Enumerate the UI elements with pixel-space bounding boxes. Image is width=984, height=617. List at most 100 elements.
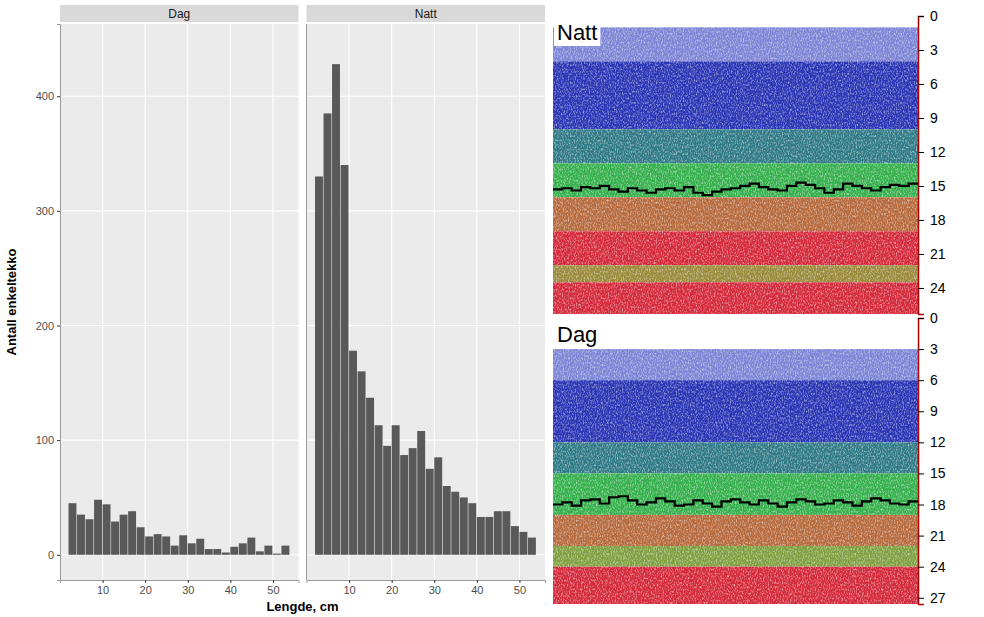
tick-mark (57, 326, 60, 327)
bar (256, 551, 264, 554)
tick: 12 (918, 144, 946, 160)
bar (502, 511, 510, 555)
tick-label: 3 (930, 341, 938, 357)
tick-label: 24 (930, 559, 946, 575)
facet-strip (307, 5, 546, 22)
tick-mark (918, 254, 924, 255)
tick-label: 20 (386, 584, 398, 596)
bar (247, 538, 255, 555)
tick-label: 30 (429, 584, 441, 596)
tick-label: 50 (514, 584, 526, 596)
tick-label: 100 (36, 434, 54, 446)
bar (417, 431, 425, 555)
tick: 10 (97, 580, 109, 596)
bar (349, 351, 357, 555)
tick-mark (188, 580, 189, 583)
axis-line (306, 24, 307, 580)
tick: 0 (918, 8, 938, 24)
bar (332, 64, 340, 555)
tick-mark (918, 288, 924, 289)
bar (366, 398, 374, 555)
bar (281, 546, 289, 555)
tick: 300 (36, 205, 60, 217)
bar (69, 503, 77, 555)
grid-line (60, 325, 299, 326)
bar (205, 549, 213, 555)
tick-label: 9 (930, 403, 938, 419)
tick: 18 (918, 497, 946, 513)
bar (162, 536, 170, 554)
bar (324, 113, 332, 554)
bar (120, 515, 128, 555)
tick: 100 (36, 434, 60, 446)
grid (60, 24, 299, 580)
bar (222, 552, 230, 554)
tick-mark (918, 50, 924, 51)
grid-line (102, 24, 103, 580)
tick-mark (57, 96, 60, 97)
tick-mark (477, 580, 478, 583)
bar (196, 539, 204, 555)
tick-mark (918, 473, 924, 474)
tick: 0 (48, 549, 60, 561)
x-axis-title: Lengde, cm (266, 599, 338, 614)
bar (86, 519, 94, 555)
tick-label: 40 (225, 584, 237, 596)
grid-line (60, 440, 299, 441)
grid-line (476, 24, 477, 580)
bars (315, 64, 536, 555)
axis: 03691215182124 (918, 8, 946, 315)
bar (230, 547, 238, 555)
tick-mark (918, 220, 924, 221)
tick-mark (57, 555, 60, 556)
tick-mark (392, 580, 393, 583)
bar (511, 526, 519, 555)
axis-line (57, 25, 61, 581)
axis-line (61, 581, 300, 584)
bar (111, 522, 119, 555)
bar (213, 549, 221, 555)
grid-line (307, 96, 546, 97)
tick-label: 6 (930, 76, 938, 92)
tick-mark (145, 580, 146, 583)
tick: 9 (918, 403, 938, 419)
tick: 12 (918, 434, 946, 450)
bar (358, 371, 366, 554)
tick-mark (434, 580, 435, 583)
tick-label: 50 (267, 584, 279, 596)
tick: 30 (182, 580, 194, 596)
axis: 1020304050 (61, 580, 300, 596)
tick-label: 18 (930, 497, 946, 513)
tick: 40 (471, 580, 483, 596)
bar (477, 517, 485, 555)
tick-label: 30 (182, 584, 194, 596)
tick-mark (918, 411, 924, 412)
tick: 10 (343, 580, 355, 596)
tick: 9 (918, 110, 938, 126)
bar (519, 532, 527, 555)
echogram (553, 16, 918, 314)
tick-label: 18 (930, 212, 946, 228)
grid-line (519, 24, 520, 580)
bar (494, 511, 502, 555)
bar (426, 469, 434, 555)
tick: 24 (918, 559, 946, 575)
tick: 200 (36, 320, 60, 332)
panel-background (307, 24, 546, 580)
tick-mark (519, 580, 520, 583)
tick-label: 300 (36, 205, 54, 217)
tick-mark (57, 440, 60, 441)
tick-mark (918, 16, 924, 17)
bar (154, 534, 162, 555)
tick-label: 10 (97, 584, 109, 596)
bar (315, 176, 323, 554)
tick: 15 (918, 178, 946, 194)
tick: 50 (267, 580, 279, 596)
tick-mark (918, 152, 924, 153)
tick-label: 3 (930, 42, 938, 58)
tick: 27 (918, 590, 946, 606)
tick-mark (918, 567, 924, 568)
bar (451, 492, 459, 555)
grid-line (60, 96, 299, 97)
tick-mark (918, 186, 924, 187)
